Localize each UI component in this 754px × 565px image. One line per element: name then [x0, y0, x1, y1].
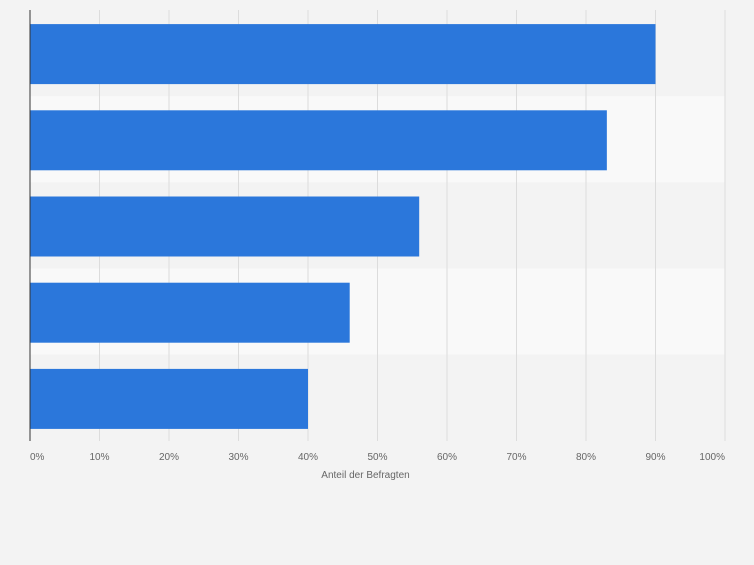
x-tick-label: 80%	[576, 452, 596, 463]
x-tick-label: 50%	[367, 452, 387, 463]
x-tick-label: 100%	[699, 452, 725, 463]
x-tick-label: 0%	[30, 452, 45, 463]
x-tick-label: 70%	[506, 452, 526, 463]
bar[interactable]	[30, 24, 656, 85]
bars	[30, 24, 656, 429]
bar[interactable]	[30, 368, 308, 429]
x-tick-label: 40%	[298, 452, 318, 463]
x-tick-label: 10%	[89, 452, 109, 463]
x-tick-label: 20%	[159, 452, 179, 463]
x-tick-label: 60%	[437, 452, 457, 463]
x-tick-labels: 0% 10% 20% 30% 40% 50% 60% 70% 80% 90% 100%	[30, 452, 725, 463]
x-axis-label: Anteil der Befragten	[321, 470, 409, 481]
x-tick-label: 30%	[228, 452, 248, 463]
x-tick-label: 90%	[645, 452, 665, 463]
bar[interactable]	[30, 196, 420, 257]
bar[interactable]	[30, 282, 350, 343]
bar[interactable]	[30, 110, 607, 171]
